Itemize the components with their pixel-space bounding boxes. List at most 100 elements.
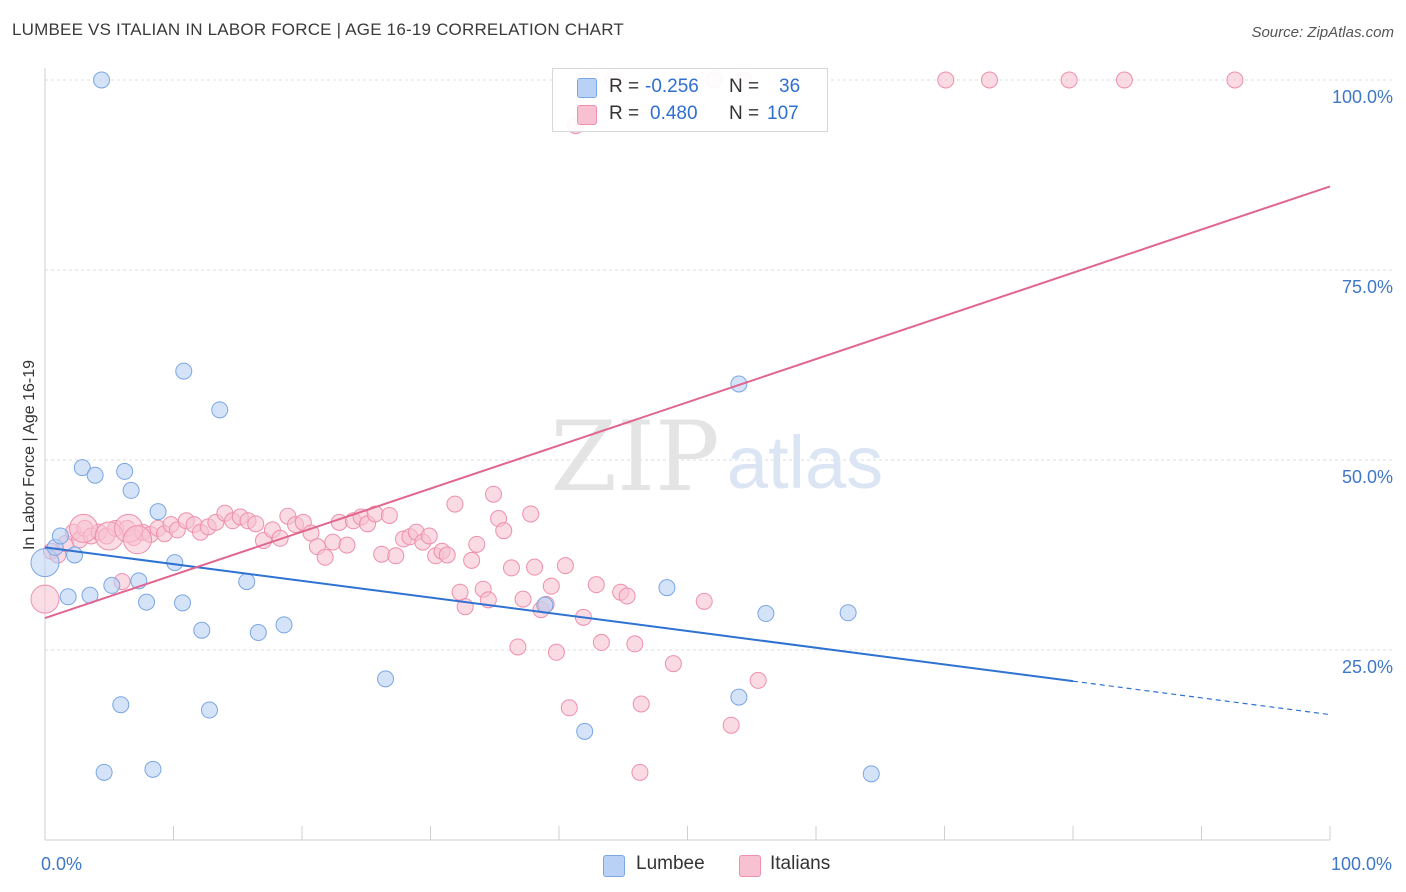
lumbee-r-label: R =: [609, 76, 640, 97]
italian-n-label: N =: [729, 103, 760, 124]
italian-point: [522, 505, 540, 523]
legend-lumbee-label: Lumbee: [636, 853, 705, 874]
lumbee-point: [275, 616, 293, 634]
lumbee-point: [200, 701, 218, 719]
stats-row-italian: R = 0.480 N = 107: [553, 101, 827, 127]
stats-legend: R = -0.256 N = 36 R = 0.480 N = 107: [552, 68, 828, 132]
lumbee-point: [73, 459, 91, 477]
italian-point: [247, 515, 265, 533]
lumbee-swatch: [577, 78, 597, 98]
lumbee-point: [757, 605, 775, 623]
y-tick-label: 50.0%: [1342, 467, 1393, 487]
lumbee-point: [730, 688, 748, 706]
italian-point: [468, 535, 486, 553]
italian-point: [592, 633, 610, 651]
lumbee-point: [93, 71, 111, 89]
x-tick-label: 100.0%: [1331, 854, 1392, 874]
italian-point: [556, 557, 574, 575]
chart-title: LUMBEE VS ITALIAN IN LABOR FORCE | AGE 1…: [12, 20, 624, 39]
lumbee-n-value: 36: [779, 76, 801, 97]
lumbee-r-value: -0.256: [645, 76, 699, 97]
lumbee-point: [112, 696, 130, 714]
lumbee-point: [211, 401, 229, 419]
italian-point: [30, 584, 60, 614]
italian-r-value: 0.480: [650, 103, 698, 124]
lumbee-point: [116, 462, 134, 480]
lumbee-point: [658, 579, 676, 597]
italian-point: [69, 513, 99, 543]
italian-point: [547, 643, 565, 661]
italian-point: [749, 671, 767, 689]
lumbee-point: [144, 760, 162, 778]
italian-point: [502, 559, 520, 577]
lumbee-point: [193, 621, 211, 639]
italian-point: [560, 699, 578, 717]
lumbee-point: [238, 573, 256, 591]
italian-point: [542, 577, 560, 595]
italian-point: [373, 545, 391, 563]
italian-n-value: 107: [767, 103, 799, 124]
italian-point: [509, 638, 527, 656]
italian-point: [1115, 71, 1133, 89]
italian-point: [1060, 71, 1078, 89]
italian-point: [438, 546, 456, 564]
x-tick-label: 0.0%: [41, 854, 82, 874]
italian-point: [380, 506, 398, 524]
italian-point: [451, 583, 469, 601]
italian-point: [324, 533, 342, 551]
grid-layer: [45, 79, 1392, 651]
italian-point: [302, 524, 320, 542]
legend-italians-label: Italians: [770, 853, 831, 874]
y-axis-title: In Labor Force | Age 16-19: [21, 360, 38, 550]
y-tick-label: 100.0%: [1332, 87, 1393, 107]
lumbee-trend-extension: [1072, 680, 1331, 716]
lumbee-point: [576, 722, 594, 740]
lumbee-point: [95, 763, 113, 781]
lumbee-point: [30, 548, 60, 578]
legend-lumbee-swatch: [603, 855, 625, 877]
italian-point: [514, 590, 532, 608]
lumbee-point: [175, 362, 193, 380]
source-label: Source: ZipAtlas.com: [1251, 24, 1394, 41]
lumbee-point: [122, 481, 140, 499]
italian-point: [123, 525, 153, 555]
watermark-zip: ZIP: [550, 401, 719, 513]
italian-point: [463, 551, 481, 569]
watermark-atlas: atlas: [727, 421, 883, 504]
italian-point: [980, 71, 998, 89]
legend-italians-swatch: [739, 855, 761, 877]
italian-point: [626, 635, 644, 653]
label-layer: 25.0% 50.0% 75.0% 100.0% 0.0% 100.0%: [41, 87, 1393, 874]
point-layer: [30, 71, 1244, 783]
italian-point: [1226, 71, 1244, 89]
italian-point: [495, 522, 513, 540]
italian-point: [631, 763, 649, 781]
lumbee-point: [149, 503, 167, 521]
lumbee-point: [51, 527, 69, 545]
italian-point: [664, 655, 682, 673]
italian-point: [387, 547, 405, 565]
italian-point: [722, 716, 740, 734]
italian-point: [484, 485, 502, 503]
italian-point: [316, 548, 334, 566]
italian-point: [632, 695, 650, 713]
italian-point: [526, 558, 544, 576]
lumbee-point: [103, 576, 121, 594]
lumbee-point: [377, 670, 395, 688]
lumbee-point: [59, 588, 77, 606]
stats-row-lumbee: R = -0.256 N = 36: [553, 74, 827, 100]
y-tick-label: 75.0%: [1342, 277, 1393, 297]
italian-point: [587, 576, 605, 594]
axis-layer: [44, 68, 1331, 841]
y-tick-label: 25.0%: [1342, 657, 1393, 677]
italian-r-label: R =: [609, 103, 640, 124]
lumbee-point: [138, 593, 156, 611]
italian-swatch: [577, 105, 597, 125]
lumbee-point: [173, 594, 191, 612]
italian-point: [446, 495, 464, 513]
italian-point: [937, 71, 955, 89]
lumbee-point: [249, 624, 267, 642]
lumbee-point: [66, 546, 84, 564]
lumbee-n-label: N =: [729, 76, 760, 97]
